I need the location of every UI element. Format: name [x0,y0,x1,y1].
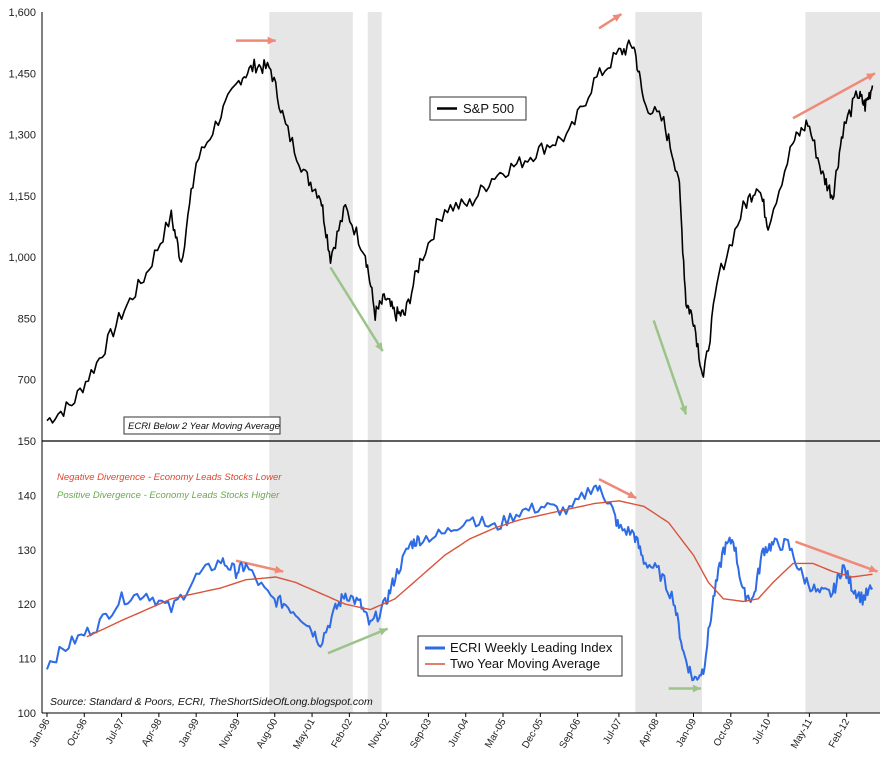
x-tick-label: Apr-98 [140,717,165,749]
x-tick-label: Sep-03 [408,717,434,751]
green-arrow-sp-2009 [652,320,688,415]
x-tick-label: Jun-04 [447,717,472,749]
green-arrow-ecri-2002-head [378,628,388,636]
x-tick-label: Oct-09 [712,717,737,749]
red-arrow-sp-2012 [792,72,876,120]
x-tick-label: Jul-97 [104,717,127,746]
ecri-label: ECRI Below 2 Year Moving Average [123,416,281,435]
x-tick-label: Jan-96 [28,717,53,749]
red-arrow-ecri-2012-shaft [795,540,878,573]
source-note: Source: Standard & Poors, ECRI, TheShort… [50,696,373,708]
positive-divergence-note: Positive Divergence - Economy Leads Stoc… [57,490,280,501]
ecri-y-tick: 150 [18,436,36,448]
red-arrow-ecri-2000-head [274,565,284,574]
sp500-legend-box [429,96,527,121]
x-tick-label: May-01 [291,717,317,752]
recession-band-3 [805,12,880,713]
ecri-legend: ECRI Weekly Leading Index Two Year Movin… [417,635,623,677]
green-arrow-sp-2009-shaft [652,320,688,415]
ecri-y-tick: 110 [18,654,36,666]
series-ecri-line [46,484,874,682]
sp500-y-tick: 1,450 [8,68,36,80]
x-tick-label: Apr-08 [637,717,662,749]
red-arrow-ecri-2012 [795,540,878,573]
x-tick-label: Mar-05 [483,717,509,750]
sp500-y-tick: 700 [18,375,36,387]
recession-band-1 [367,12,382,713]
series-sp500-line [46,39,874,424]
green-arrow-sp-2002 [329,266,384,352]
ecri-y-tick: 140 [18,490,36,502]
negative-divergence-note: Negative Divergence - Economy Leads Stoc… [57,472,282,483]
green-arrow-sp-2002-shaft [329,266,384,352]
sp500-y-tick: 1,300 [8,130,36,142]
sp500-y-tick: 1,600 [8,7,36,19]
x-tick-label: Oct-96 [65,717,90,749]
red-arrow-sp-2000-head [267,36,276,45]
ma-legend-label: Two Year Moving Average [450,656,600,671]
ecri-legend-box [417,635,623,677]
x-tick-label: Nov-99 [217,717,243,751]
green-arrow-sp-2009-head [679,405,688,415]
red-arrow-sp-2012-head [866,73,876,81]
x-tick-label: Nov-02 [367,717,393,751]
ecri-y-tick: 120 [18,599,36,611]
x-tick-label: Dec-05 [520,717,546,751]
red-arrow-ecri-2012-head [868,565,878,573]
series-ma-line [86,500,873,638]
x-tick-label: Aug-00 [255,717,281,751]
green-arrow-ecri-2002-shaft [327,627,389,655]
red-arrow-sp-2012-shaft [792,72,876,120]
red-arrow-sp-2007-head [612,14,622,22]
red-arrow-ecri-2007-head [627,490,637,499]
x-tick-label: Jul-10 [751,717,774,746]
sp500-y-tick: 1,000 [8,252,36,264]
green-arrow-ecri-2009-head [692,684,701,693]
x-tick-label: Jan-09 [674,717,699,749]
green-arrow-sp-2002-head [375,342,383,352]
x-tick-label: May-11 [789,717,815,751]
ecri-legend-label: ECRI Weekly Leading Index [450,640,613,655]
x-tick-label: Sep-06 [558,717,584,751]
green-arrow-ecri-2009 [668,684,701,693]
red-arrow-sp-2000 [235,36,276,45]
divergence-arrows [235,12,878,693]
x-tick-label: Feb-12 [827,717,853,750]
recession-band-0 [269,12,353,713]
ecri-label-box [123,416,281,435]
red-arrow-ecri-2000 [235,559,284,574]
series-layer [46,39,874,682]
red-arrow-ecri-2007 [598,477,637,500]
red-arrow-sp-2007 [598,12,623,30]
x-tick-label: Jan-99 [177,717,202,749]
x-tick-label: Feb-02 [330,717,356,750]
ecri-y-tick: 100 [18,708,36,720]
sp500-legend: S&P 500 [429,96,527,121]
green-arrow-ecri-2002 [327,627,389,655]
sp500-legend-label: S&P 500 [463,101,514,116]
sp500-y-tick: 850 [18,313,36,325]
ecri-y-tick: 130 [18,545,36,557]
x-tick-label: Jul-07 [601,717,624,746]
sp500-y-tick: 1,150 [8,191,36,203]
ecri-label-text: ECRI Below 2 Year Moving Average [128,421,280,432]
